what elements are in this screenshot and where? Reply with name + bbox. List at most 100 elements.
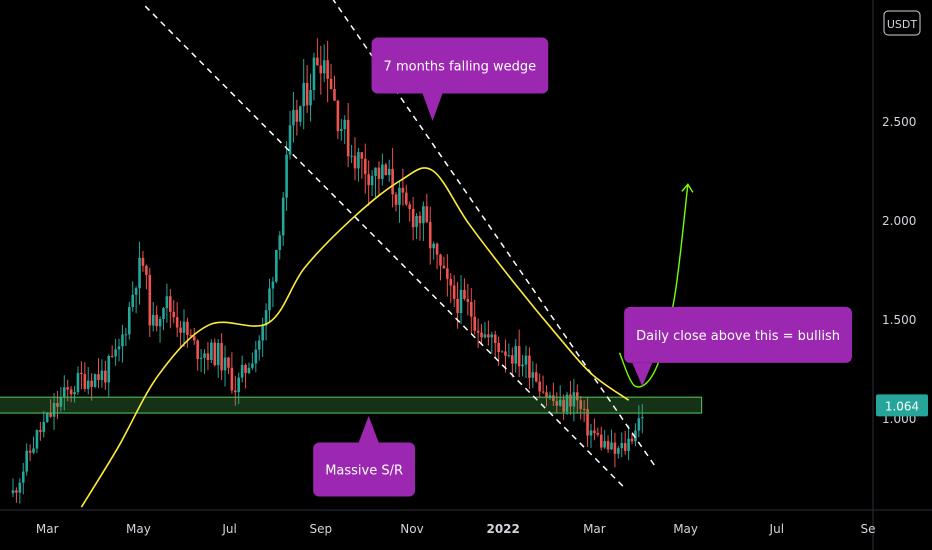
candle-body: [398, 187, 401, 205]
candle-body: [63, 387, 66, 398]
candle-body: [418, 215, 422, 224]
candle-body: [428, 221, 432, 249]
candle-body: [346, 119, 350, 157]
candle-body: [192, 336, 196, 341]
y-tick-label: 2.000: [882, 214, 916, 228]
candle-body: [620, 443, 624, 449]
callout-pointer: [358, 416, 379, 443]
candle-body: [309, 90, 312, 106]
candle-body: [350, 155, 353, 157]
candle-body: [473, 316, 476, 331]
candle-body: [196, 340, 199, 359]
candle-body: [449, 278, 453, 286]
candle-body: [593, 430, 596, 434]
candle-body: [405, 192, 408, 205]
candle-body: [490, 334, 494, 338]
candle-body: [394, 194, 398, 205]
candle-body: [100, 370, 104, 380]
candle-body: [541, 391, 545, 393]
candle-body: [634, 430, 637, 442]
candle-body: [596, 433, 600, 435]
candle-body: [507, 355, 511, 357]
candle-body: [73, 392, 76, 395]
candle-body: [86, 380, 90, 389]
overlays-layer: [0, 0, 703, 508]
candle-body: [558, 399, 562, 406]
moving-average-line: [80, 167, 630, 508]
wedge-trendline-1: [144, 5, 625, 488]
candle-body: [21, 471, 25, 483]
callout-pointer: [632, 362, 653, 387]
candle-body: [497, 342, 500, 353]
candle-body: [117, 346, 121, 350]
candle-body: [175, 317, 179, 328]
candle-body: [363, 158, 367, 175]
candle-body: [528, 355, 531, 378]
bullish-projection-arrow: [618, 184, 689, 388]
candle-body: [316, 57, 319, 66]
candle-body: [422, 206, 425, 224]
price-axis-panel: [873, 0, 932, 550]
candle-body: [11, 490, 15, 494]
candle-body: [213, 342, 217, 366]
candle-body: [278, 235, 282, 251]
candle-body: [610, 442, 613, 450]
candle-body: [237, 377, 241, 393]
candle-body: [131, 294, 134, 307]
candle-body: [459, 289, 463, 313]
candle-body: [145, 265, 148, 275]
candles-layer: [11, 38, 644, 504]
candle-body: [487, 334, 490, 338]
candle-body: [138, 257, 141, 289]
candle-body: [353, 155, 357, 169]
callouts-layer: 7 months falling wedge Daily close above …: [313, 37, 852, 497]
candle-body: [25, 450, 28, 472]
candle-body: [627, 438, 630, 451]
x-tick-label: Jul: [221, 522, 236, 536]
candle-body: [251, 363, 254, 368]
candle-body: [298, 106, 302, 122]
candle-body: [104, 370, 107, 383]
candle-body: [469, 301, 473, 317]
candle-body: [223, 357, 227, 371]
x-tick-label: May: [673, 522, 698, 536]
candle-body: [134, 288, 138, 295]
candle-body: [500, 351, 504, 353]
y-tick-label: 2.500: [882, 115, 916, 129]
candle-body: [49, 412, 52, 417]
candle-body: [295, 109, 299, 122]
callout-box: [313, 442, 416, 497]
candle-body: [579, 400, 583, 409]
candle-body: [370, 175, 374, 186]
x-tick-label: Se: [861, 522, 876, 536]
candle-body: [28, 450, 32, 453]
candle-body: [476, 330, 480, 333]
candle-body: [367, 174, 370, 186]
candle-body: [483, 334, 487, 338]
y-tick-label: 1.500: [882, 313, 916, 327]
candle-body: [401, 187, 405, 193]
candle-body: [261, 325, 264, 341]
candle-body: [216, 343, 220, 366]
candle-body: [552, 395, 555, 402]
candle-body: [463, 289, 466, 299]
candle-body: [538, 381, 541, 392]
candle-body: [425, 206, 429, 222]
candle-body: [456, 298, 459, 313]
candle-body: [603, 441, 606, 448]
candle-body: [524, 355, 528, 365]
candle-body: [169, 296, 172, 312]
candle-body: [452, 285, 456, 299]
candle-body: [545, 392, 548, 398]
candle-body: [59, 397, 63, 407]
callout-box: [371, 37, 549, 94]
candle-body: [162, 308, 165, 320]
candle-body: [565, 394, 569, 412]
candle-body: [39, 429, 42, 432]
candle-body: [381, 164, 384, 179]
candle-body: [504, 351, 507, 356]
candle-body: [439, 254, 442, 266]
candle-body: [572, 392, 576, 407]
